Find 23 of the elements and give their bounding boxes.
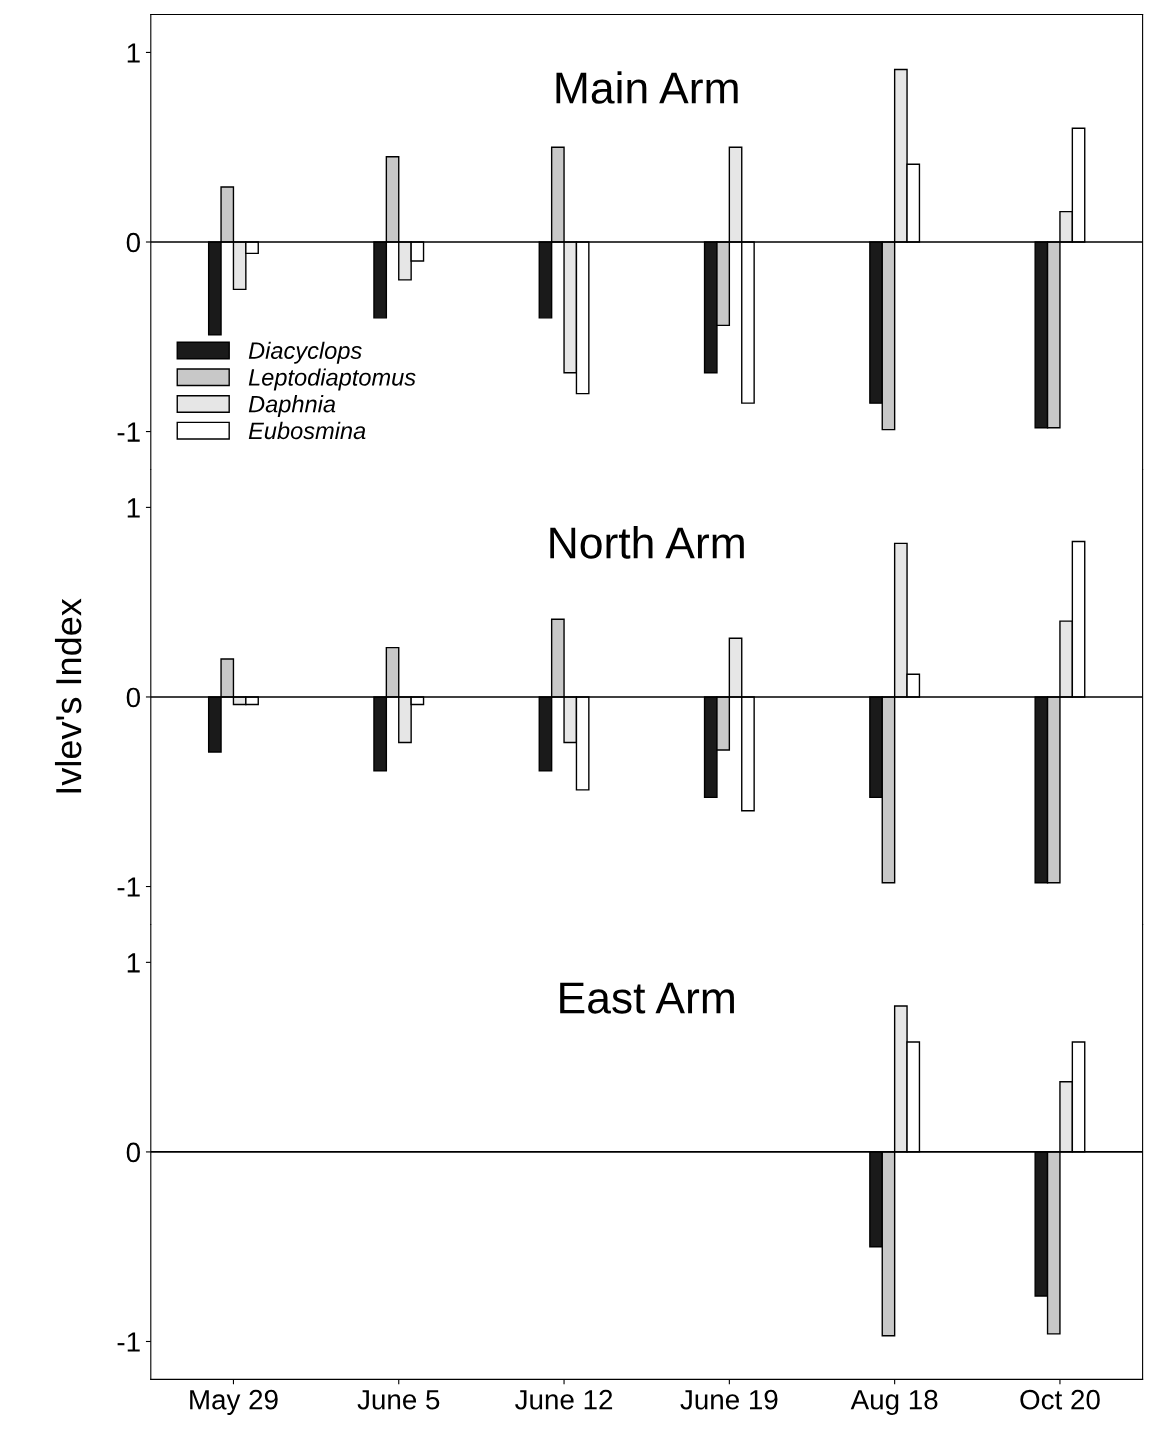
y-tick-label: 1: [127, 43, 140, 63]
legend-label: Leptodiaptomus: [248, 368, 416, 391]
legend-label: Daphnia: [248, 395, 336, 418]
y-tick-label: -1: [117, 877, 140, 897]
y-tick-label: 0: [126, 1142, 140, 1163]
legend-label: Diacyclops: [248, 341, 362, 364]
y-axis-title: Ivlev's Index: [54, 598, 82, 793]
y-tick-label: -1: [117, 422, 140, 442]
text: East Arm: [560, 982, 734, 1014]
x-tick-label: June 19: [680, 1389, 778, 1410]
x-tick-label: June 12: [515, 1389, 613, 1410]
x-tick-label: Aug 18: [850, 1389, 938, 1416]
legend-label: Eubosmina: [248, 421, 366, 440]
x-tick-label: Oct 20: [1020, 1389, 1100, 1410]
x-tick-label: May 29: [190, 1389, 278, 1416]
text: Main Arm: [556, 71, 738, 104]
y-tick-label: 0: [126, 232, 140, 253]
text: North Arm: [550, 526, 744, 559]
y-tick-label: 1: [127, 498, 140, 518]
y-tick-label: -1: [117, 1332, 140, 1352]
y-tick-label: 0: [126, 687, 140, 708]
x-tick-label: June 5: [357, 1390, 440, 1410]
y-tick-label: 1: [127, 953, 140, 973]
